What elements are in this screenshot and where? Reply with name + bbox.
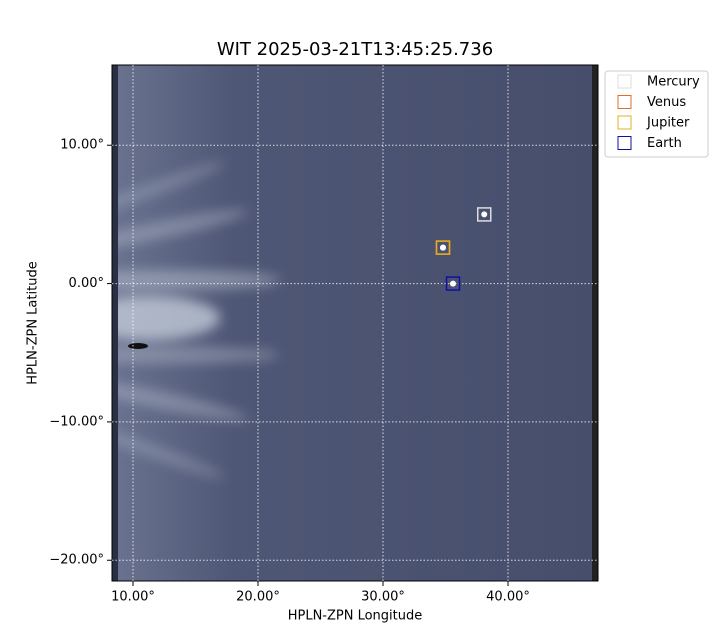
legend: Mercury Venus Jupiter Earth xyxy=(604,70,709,158)
legend-label: Jupiter xyxy=(646,116,690,131)
legend-swatch xyxy=(617,74,632,89)
x-axis-label: HPLN-ZPN Longitude xyxy=(288,609,423,624)
legend-swatch xyxy=(617,115,632,130)
chart-title: WIT 2025-03-21T13:45:25.736 xyxy=(217,39,493,60)
x-tick-label: 20.00° xyxy=(236,590,280,605)
planet-marker xyxy=(435,240,451,255)
y-axis-label: HPLN-ZPN Latitude xyxy=(26,261,41,384)
x-tick-label: 10.00° xyxy=(111,590,155,605)
legend-label: Mercury xyxy=(647,75,700,90)
plot-frame xyxy=(111,64,599,582)
y-tick-label: −10.00° xyxy=(49,414,104,429)
y-tick-label: −20.00° xyxy=(49,553,104,568)
x-tick-label: 30.00° xyxy=(361,590,405,605)
legend-label: Earth xyxy=(647,136,682,151)
legend-swatch xyxy=(617,136,632,150)
planet-marker xyxy=(445,276,461,291)
x-tick-label: 40.00° xyxy=(486,590,530,605)
legend-label: Venus xyxy=(647,95,686,110)
planet-glow xyxy=(440,244,446,251)
planet-marker xyxy=(477,207,492,222)
sky-image xyxy=(112,65,598,581)
planet-glow xyxy=(450,280,456,287)
planet-glow xyxy=(481,211,488,218)
y-tick-label: 0.00° xyxy=(69,276,104,291)
y-tick-label: 10.00° xyxy=(60,138,104,153)
legend-swatch xyxy=(617,95,632,109)
